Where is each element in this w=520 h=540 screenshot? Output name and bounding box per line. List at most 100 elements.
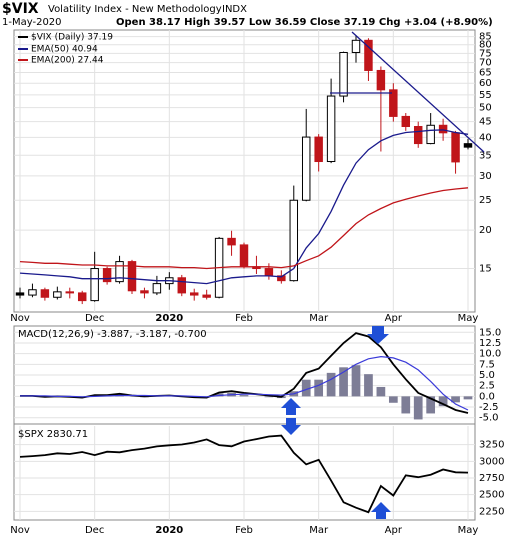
candle-body — [115, 261, 124, 283]
candle-body — [438, 124, 448, 134]
histogram-bar — [364, 374, 373, 397]
x-tick-label: Feb — [235, 313, 253, 324]
y-tick-label: 55 — [479, 90, 492, 101]
y-tick-label: 75 — [479, 48, 492, 59]
candle-body — [289, 199, 299, 282]
y-tick-label: 10.0 — [479, 349, 501, 360]
y-tick-label: 80 — [479, 40, 492, 51]
candle-body — [127, 261, 137, 292]
candle-body — [277, 275, 286, 282]
date: 1-May-2020 — [2, 17, 62, 28]
x-tick-label: Feb — [235, 525, 253, 536]
arrow-up — [281, 398, 301, 415]
candle-body — [189, 292, 199, 296]
line — [19, 434, 469, 514]
y-tick-label: 7.5 — [479, 359, 495, 370]
candle-body — [426, 124, 435, 145]
x-tick-label: Dec — [85, 525, 104, 536]
candle-body — [202, 294, 211, 298]
histogram-bar — [339, 367, 348, 397]
line — [20, 332, 469, 414]
histogram-bar — [264, 396, 274, 398]
symbol: $VIX — [2, 1, 39, 17]
y-tick-label: 15.0 — [479, 327, 501, 338]
candle-body — [351, 39, 361, 53]
x-tick-label: Dec — [85, 313, 104, 324]
y-tick-label: 50 — [479, 103, 492, 114]
candle-body — [15, 292, 25, 296]
x-tick-label: Mar — [309, 313, 329, 324]
x-tick-label: May — [458, 525, 479, 536]
y-tick-label: 60 — [479, 78, 492, 89]
candle-body — [376, 69, 386, 91]
y-tick-label: 2.5 — [479, 381, 495, 392]
y-tick-label: 2750 — [479, 473, 504, 484]
x-tick-label: Nov — [10, 313, 30, 324]
candle-body — [326, 95, 336, 163]
histogram-bar — [351, 365, 361, 397]
panel-label: $SPX 2830.71 — [18, 429, 88, 440]
panel-label: MACD(12,26,9) -3.887, -3.187, -0.700 — [18, 329, 207, 340]
quote: Open 38.17 High 39.57 Low 36.59 Close 37… — [116, 17, 493, 28]
candle-body — [227, 237, 236, 246]
candle-body — [301, 136, 311, 201]
y-tick-label: -5.0 — [479, 413, 499, 424]
histogram-bar — [376, 386, 386, 397]
candle-body — [90, 268, 99, 302]
y-tick-label: 2500 — [479, 490, 504, 501]
candle-body — [152, 283, 162, 294]
candle-body — [53, 291, 62, 298]
annotations — [281, 31, 485, 519]
candle-body — [28, 289, 37, 296]
candle-body — [389, 89, 398, 117]
y-tick-label: 0.0 — [479, 391, 495, 402]
x-tick-label: 2020 — [155, 525, 183, 536]
y-tick-label: 12.5 — [479, 338, 501, 349]
exchange: INDX — [222, 4, 247, 15]
x-tick-label: May — [458, 313, 479, 324]
y-tick-label: 35 — [479, 150, 492, 161]
y-tick-label: 45 — [479, 117, 492, 128]
arrow-down — [367, 326, 389, 344]
candle-body — [65, 291, 75, 294]
candle-body — [451, 132, 460, 163]
y-tick-label: -2.5 — [479, 402, 499, 413]
y-tick-label: 85 — [479, 32, 492, 43]
y-tick-label: 2250 — [479, 506, 504, 517]
y-tick-label: 3000 — [479, 456, 504, 467]
trend-line — [351, 31, 485, 153]
candle-body — [463, 143, 473, 148]
histogram-bar — [451, 396, 460, 403]
x-tick-label: Apr — [385, 313, 403, 324]
y-tick-label: 5.0 — [479, 370, 495, 381]
line — [19, 187, 469, 270]
histogram-bar — [388, 396, 398, 403]
x-tick-label: Mar — [309, 525, 329, 536]
subtitle: Volatility Index - New Methodology — [48, 4, 222, 15]
line — [19, 129, 469, 285]
candle-body — [77, 292, 87, 302]
candle-body — [364, 39, 373, 71]
line — [20, 355, 469, 411]
histogram-bar — [239, 395, 249, 397]
candle-body — [314, 136, 323, 163]
histogram-bar — [314, 379, 324, 397]
histogram-bar — [301, 379, 311, 397]
histogram-bar — [463, 396, 473, 400]
candle-body — [401, 115, 411, 128]
legend-label: EMA(50) 40.94 — [31, 45, 98, 55]
histogram-bar — [214, 393, 224, 397]
candle-body — [239, 244, 249, 268]
y-tick-label: 40 — [479, 132, 492, 143]
x-tick-label: 2020 — [155, 313, 183, 324]
histogram-bar — [438, 396, 448, 407]
legend-label: EMA(200) 27.44 — [31, 56, 104, 66]
candle-body — [40, 289, 50, 298]
histogram-bar — [401, 396, 411, 414]
legend-label: $VIX (Daily) 37.19 — [31, 33, 113, 43]
candle-body — [264, 268, 274, 277]
candle-body — [339, 51, 348, 97]
histogram-bar — [426, 396, 436, 414]
arrow-up — [371, 502, 391, 519]
